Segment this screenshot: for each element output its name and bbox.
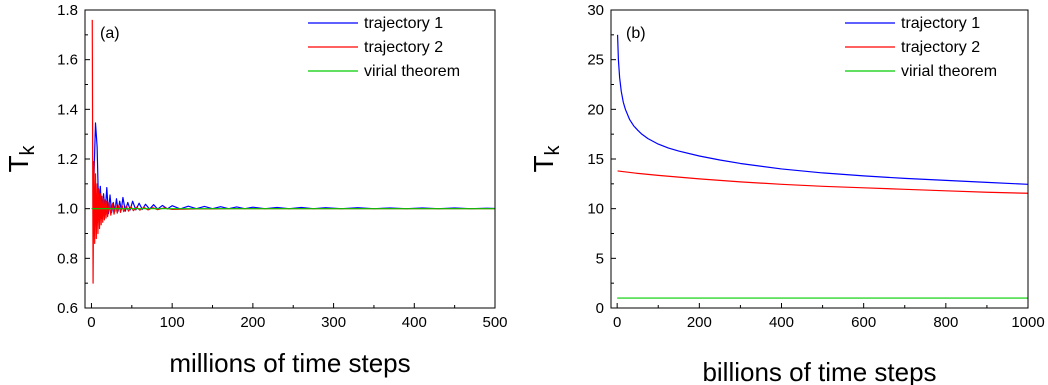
y-axis-label: Tk [528,144,564,172]
chart-panel-a: 0 100 200 300 400 500 0.6 0.8 1.0 1.2 1.4 1.6 1.8 (a)… [3,2,508,378]
x-tick-label: 0 [87,314,95,331]
chart-panel-b: 0 200 400 600 800 1000 0 5 10 15 20 25 30 (b) trajecto… [528,2,1045,385]
x-tick-label: 400 [769,314,794,331]
legend-label-2: trajectory 2 [901,39,980,56]
legend-label-3: virial theorem [364,63,460,80]
y-axis-label-subscript: k [17,144,39,155]
x-tick-label: 500 [482,314,507,331]
series-line-2 [91,19,495,284]
y-tick-label: 0 [596,300,604,317]
legend-label-3: virial theorem [901,63,997,80]
y-tick-label: 0.8 [57,250,78,267]
series-line-1 [616,34,1029,185]
x-tick-label: 1000 [1011,314,1044,331]
x-tick-label: 0 [613,314,621,331]
y-tick-label: 15 [587,151,604,168]
y-tick-label: 1.6 [57,52,78,69]
y-tick-label: 30 [587,2,604,19]
x-axis-label: billions of time steps [702,357,936,385]
panel-label: (a) [100,25,120,42]
x-tick-label: 200 [240,314,265,331]
y-tick-label: 5 [596,250,604,267]
x-tick-label: 800 [933,314,958,331]
y-tick-label: 0.6 [57,300,78,317]
x-axis-label: millions of time steps [169,348,410,378]
y-tick-label: 10 [587,201,604,218]
y-axis-label-main: T [528,155,559,172]
legend-label-2: trajectory 2 [364,39,443,56]
y-tick-label: 1.4 [57,101,78,118]
legend-label-1: trajectory 1 [901,15,980,32]
x-tick-label: 300 [321,314,346,331]
series-line-2 [617,170,1029,194]
y-tick-label: 1.8 [57,2,78,19]
y-tick-label: 1.0 [57,201,78,218]
x-tick-label: 100 [160,314,185,331]
x-tick-label: 400 [402,314,427,331]
y-axis-label: Tk [3,144,39,172]
y-axis-label-main: T [3,155,34,172]
y-tick-label: 25 [587,52,604,69]
legend-label-1: trajectory 1 [364,15,443,32]
panel-label: (b) [626,25,646,42]
x-tick-label: 200 [687,314,712,331]
x-tick-label: 600 [851,314,876,331]
y-tick-label: 20 [587,101,604,118]
y-tick-label: 1.2 [57,151,78,168]
series-line-1 [92,122,496,220]
y-axis-label-subscript: k [542,144,564,155]
